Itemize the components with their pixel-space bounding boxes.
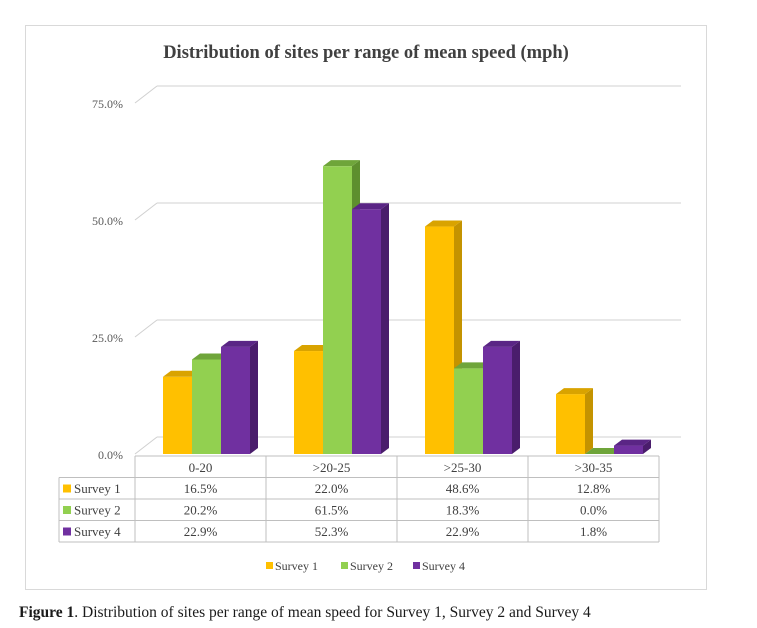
legend-label: Survey 2: [350, 559, 393, 573]
bar-side: [643, 439, 651, 454]
table-data-label: 52.3%: [315, 524, 349, 539]
table-data-label: 61.5%: [315, 503, 349, 518]
table-data-label: 1.8%: [580, 524, 607, 539]
x-category-label: 0-20: [189, 460, 213, 475]
bar-front: [352, 209, 381, 454]
legend-label: Survey 1: [275, 559, 318, 573]
bar-front: [323, 166, 352, 454]
table-series-label: Survey 2: [74, 503, 121, 518]
bar-top: [556, 388, 593, 395]
table-data-label: 12.8%: [577, 481, 611, 496]
chart-frame: Distribution of sites per range of mean …: [25, 25, 707, 590]
table-series-label: Survey 4: [74, 524, 121, 539]
y-tick-label: 75.0%: [92, 97, 123, 111]
y-tick-label: 25.0%: [92, 331, 123, 345]
bar-front: [454, 368, 483, 454]
figure-caption-text: . Distribution of sites per range of mea…: [74, 604, 591, 621]
chart-svg: Distribution of sites per range of mean …: [58, 43, 681, 573]
table-data-label: 0.0%: [580, 503, 607, 518]
bar-top: [294, 345, 331, 352]
bar-front: [556, 394, 585, 454]
figure-caption-label: Figure 1: [19, 604, 75, 621]
gridline-diagonal: [134, 436, 158, 455]
table-data-label: 22.0%: [315, 481, 349, 496]
table-data-label: 20.2%: [184, 503, 218, 518]
table-legend-key: [63, 527, 71, 536]
x-category-label: >20-25: [313, 460, 351, 475]
table-data-label: 18.3%: [446, 503, 480, 518]
chart-title: Distribution of sites per range of mean …: [163, 43, 569, 63]
bar-front: [483, 346, 512, 454]
table-data-label: 22.9%: [184, 524, 218, 539]
bar-top: [163, 370, 200, 377]
bar-top: [192, 353, 229, 360]
table-data-label: 48.6%: [446, 481, 480, 496]
bar-top: [425, 220, 462, 227]
table-data-label: 22.9%: [446, 524, 480, 539]
table-series-label: Survey 1: [74, 481, 121, 496]
bar-front: [192, 359, 221, 454]
y-tick-label: 0.0%: [98, 448, 123, 462]
legend-key: [341, 562, 348, 569]
bar-front: [425, 226, 454, 454]
bar-front: [163, 376, 192, 454]
legend-key: [266, 562, 273, 569]
legend-label: Survey 4: [422, 559, 465, 573]
legend-key: [413, 562, 420, 569]
bar-front: [614, 445, 643, 454]
bar-top: [585, 448, 622, 454]
y-tick-label: 50.0%: [92, 214, 123, 228]
gridline-diagonal: [134, 202, 158, 221]
table-legend-key: [63, 506, 71, 514]
bar-side: [250, 340, 258, 454]
bar-top: [221, 340, 258, 347]
bar-top: [323, 160, 360, 167]
bar-side: [585, 388, 593, 454]
x-category-label: >25-30: [444, 460, 482, 475]
bar-top: [352, 203, 389, 210]
bar-top: [454, 362, 491, 369]
x-category-label: >30-35: [575, 460, 613, 475]
bar-side: [381, 203, 389, 454]
bar-front: [221, 346, 250, 454]
bar-side: [512, 340, 520, 454]
bar-top: [614, 439, 651, 446]
gridline-diagonal: [134, 85, 158, 104]
table-data-label: 16.5%: [184, 481, 218, 496]
figure-caption: Figure 1. Distribution of sites per rang…: [19, 604, 591, 622]
bar-front: [294, 351, 323, 454]
bar-top: [483, 340, 520, 347]
gridline-diagonal: [134, 319, 158, 338]
table-legend-key: [63, 484, 71, 493]
